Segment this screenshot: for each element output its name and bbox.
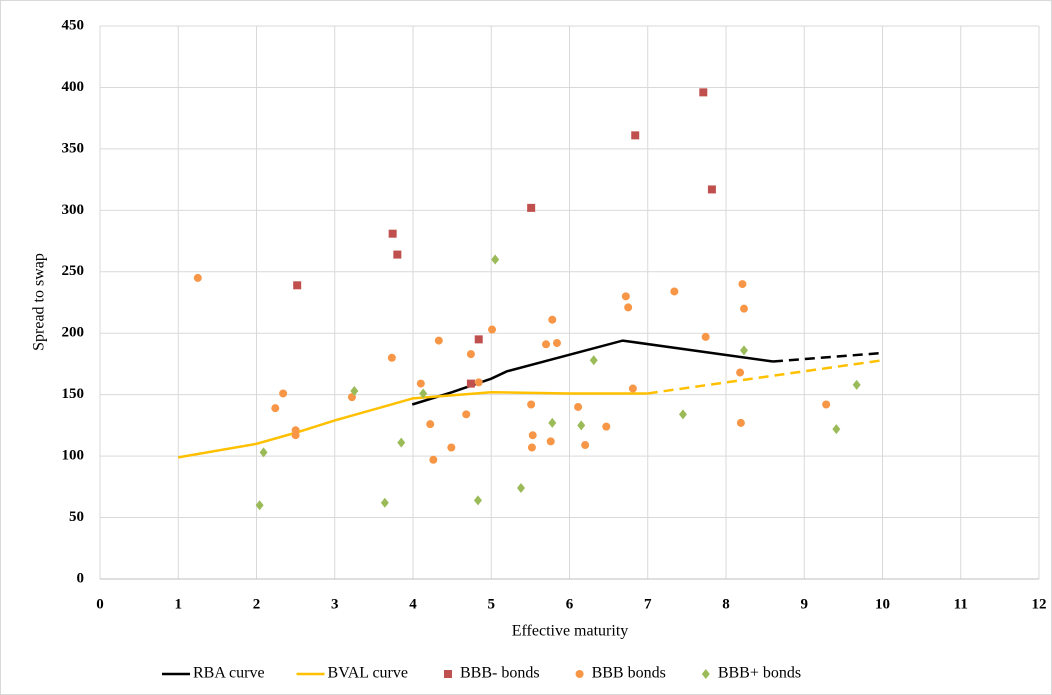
- marker: [527, 203, 536, 212]
- marker: [255, 500, 264, 511]
- marker: [527, 443, 536, 452]
- legend-label: BBB- bonds: [460, 665, 540, 682]
- marker: [387, 353, 396, 362]
- marker: [624, 303, 633, 312]
- marker: [491, 254, 500, 265]
- legend-label: BBB bonds: [592, 665, 666, 682]
- x-tick-label: 4: [409, 596, 417, 612]
- marker: [271, 404, 280, 413]
- marker: [736, 368, 745, 377]
- marker: [474, 335, 483, 344]
- y-tick-label: 350: [62, 140, 85, 156]
- marker: [350, 385, 359, 396]
- marker: [259, 447, 268, 458]
- y-tick-label: 0: [77, 570, 85, 586]
- marker: [678, 409, 687, 420]
- marker: [699, 88, 708, 97]
- marker: [462, 410, 471, 419]
- y-tick-label: 450: [62, 17, 85, 33]
- legend-label: RBA curve: [193, 665, 265, 682]
- marker: [388, 229, 397, 238]
- marker: [527, 400, 536, 409]
- legend-label: BBB+ bonds: [718, 665, 801, 682]
- marker: [393, 250, 402, 259]
- marker: [707, 185, 716, 194]
- x-tick-label: 8: [722, 596, 730, 612]
- marker: [293, 281, 302, 290]
- x-tick-label: 0: [96, 596, 104, 612]
- marker: [291, 431, 300, 440]
- marker: [739, 304, 748, 313]
- marker: [466, 350, 475, 359]
- marker: [631, 131, 640, 140]
- y-tick-label: 150: [62, 386, 85, 402]
- marker: [473, 495, 482, 506]
- marker: [822, 400, 831, 409]
- marker: [447, 443, 456, 452]
- y-tick-label: 50: [69, 509, 84, 525]
- x-tick-label: 7: [644, 596, 652, 612]
- x-tick-label: 2: [253, 596, 261, 612]
- marker: [577, 420, 586, 431]
- marker: [279, 389, 288, 398]
- marker: [426, 420, 435, 429]
- x-tick-label: 3: [331, 596, 339, 612]
- marker: [581, 441, 590, 450]
- y-axis-label: Spread to swap: [31, 253, 48, 351]
- y-tick-label: 250: [62, 263, 85, 279]
- line-series: [772, 351, 885, 363]
- y-tick-label: 300: [62, 202, 85, 218]
- marker: [416, 379, 425, 388]
- marker: [397, 437, 406, 448]
- marker: [736, 418, 745, 427]
- x-tick-label: 12: [1032, 596, 1047, 612]
- marker: [739, 345, 748, 356]
- y-tick-label: 100: [62, 448, 85, 464]
- marker: [528, 431, 537, 440]
- marker: [429, 455, 438, 464]
- line-series: [647, 359, 883, 395]
- y-tick-label: 200: [62, 325, 85, 341]
- marker: [628, 384, 637, 393]
- marker: [548, 315, 557, 324]
- marker: [443, 670, 452, 678]
- marker: [434, 336, 443, 345]
- marker: [193, 273, 202, 282]
- marker: [852, 379, 861, 390]
- marker: [548, 417, 557, 428]
- marker: [542, 340, 551, 349]
- marker: [419, 388, 428, 399]
- marker: [738, 280, 747, 289]
- marker: [701, 332, 710, 341]
- marker: [466, 379, 475, 388]
- marker: [380, 497, 389, 508]
- marker: [474, 378, 483, 387]
- line-series: [411, 339, 774, 406]
- marker: [488, 325, 497, 334]
- line-series: [178, 390, 648, 459]
- legend-label: BVAL curve: [328, 665, 408, 682]
- marker: [575, 670, 584, 678]
- marker: [701, 669, 710, 679]
- marker: [670, 287, 679, 296]
- marker: [574, 402, 583, 411]
- marker: [552, 339, 561, 348]
- x-tick-label: 10: [875, 596, 890, 612]
- marker: [546, 437, 555, 446]
- x-tick-label: 1: [175, 596, 183, 612]
- marker: [516, 483, 525, 494]
- y-tick-label: 400: [62, 79, 85, 95]
- x-tick-label: 11: [954, 596, 968, 612]
- x-tick-label: 6: [566, 596, 574, 612]
- x-axis-label: Effective maturity: [512, 623, 629, 640]
- marker: [621, 292, 630, 301]
- marker: [589, 355, 598, 366]
- x-tick-label: 9: [801, 596, 809, 612]
- marker: [832, 424, 841, 435]
- marker: [602, 422, 611, 431]
- x-tick-label: 5: [488, 596, 496, 612]
